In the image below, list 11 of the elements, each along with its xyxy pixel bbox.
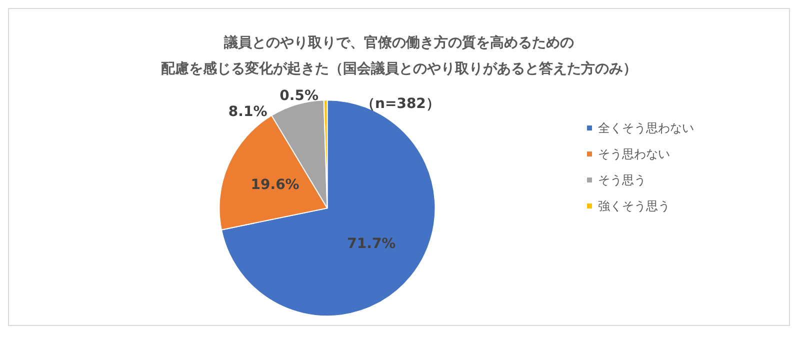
data-label: 0.5% xyxy=(280,88,318,104)
legend-label: そう思わない xyxy=(598,147,670,161)
chart-subtitle: 配慮を感じる変化が起きた（国会議員とのやり取りがあると答えた方のみ） xyxy=(161,60,637,77)
data-label: 19.6% xyxy=(250,177,300,194)
legend-label: 強くそう思う xyxy=(598,199,670,213)
data-label: 8.1% xyxy=(228,104,268,120)
data-label: 71.7% xyxy=(347,236,396,252)
legend-label: 全くそう思わない xyxy=(598,121,694,135)
chart-title: 議員とのやり取りで、官僚の働き方の質を高めるための xyxy=(223,34,574,51)
legend-label: そう思う xyxy=(598,173,646,187)
text: （n=382） xyxy=(361,95,440,113)
